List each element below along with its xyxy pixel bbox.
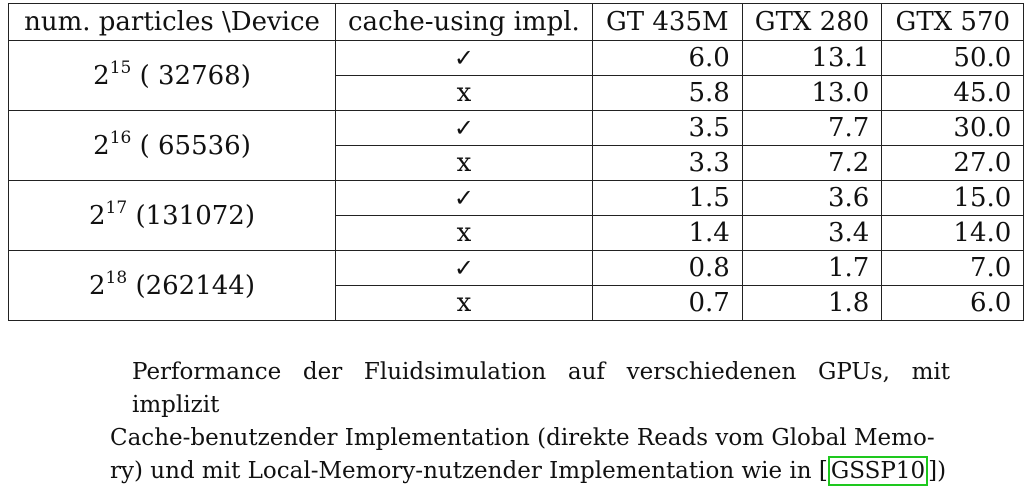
gt435m-cell: 0.8 bbox=[591, 250, 743, 286]
gtx570-cell: 7.0 bbox=[881, 250, 1025, 286]
citation-link-gssp10[interactable]: GSSP10 bbox=[827, 456, 929, 486]
gtx570-cell: 30.0 bbox=[881, 110, 1025, 146]
table-row: 217 (131072) ✓ 1.5 3.6 15.0 bbox=[8, 180, 1025, 251]
table-row: 216 ( 65536) ✓ 3.5 7.7 30.0 bbox=[8, 110, 1025, 181]
table-row: 218 (262144) ✓ 0.8 1.7 7.0 bbox=[8, 250, 1025, 321]
gt435m-cell: 6.0 bbox=[591, 40, 743, 76]
cache-impl-cell: x bbox=[335, 75, 593, 111]
header-gt435m: GT 435M bbox=[591, 3, 743, 41]
particle-count-cell: 218 (262144) bbox=[8, 250, 336, 321]
gtx570-cell: 50.0 bbox=[881, 40, 1025, 76]
cache-impl-cell: ✓ bbox=[335, 40, 593, 76]
gtx280-cell: 13.1 bbox=[741, 40, 883, 76]
performance-table: num. particles \Device cache-using impl.… bbox=[8, 3, 1025, 321]
gtx280-cell: 3.6 bbox=[741, 180, 883, 216]
particle-count-cell: 217 (131072) bbox=[8, 180, 336, 251]
gt435m-cell: 1.4 bbox=[591, 215, 743, 251]
gt435m-cell: 5.8 bbox=[591, 75, 743, 111]
gtx570-cell: 6.0 bbox=[881, 285, 1025, 321]
gt435m-cell: 1.5 bbox=[591, 180, 743, 216]
header-num-particles: num. particles \Device bbox=[8, 3, 336, 41]
table-row: 215 ( 32768) ✓ 6.0 13.1 50.0 bbox=[8, 40, 1025, 111]
gt435m-cell: 3.5 bbox=[591, 110, 743, 146]
gtx570-cell: 15.0 bbox=[881, 180, 1025, 216]
caption-line-3: ry) und mit Local-Memory-nutzender Imple… bbox=[110, 456, 947, 486]
particle-count-cell: 215 ( 32768) bbox=[8, 40, 336, 111]
cache-impl-cell: x bbox=[335, 145, 593, 181]
gtx280-cell: 7.2 bbox=[741, 145, 883, 181]
caption-line-1: Performance der Fluidsimulation auf vers… bbox=[132, 359, 950, 418]
table-header-row: num. particles \Device cache-using impl.… bbox=[8, 3, 1025, 41]
table-row: x 5.8 13.0 45.0 bbox=[9, 75, 1025, 111]
table-row: x 1.4 3.4 14.0 bbox=[9, 215, 1025, 251]
gtx570-cell: 14.0 bbox=[881, 215, 1025, 251]
cache-impl-cell: ✓ bbox=[335, 180, 593, 216]
gt435m-cell: 0.7 bbox=[591, 285, 743, 321]
header-gtx570: GTX 570 bbox=[881, 3, 1025, 41]
gtx280-cell: 13.0 bbox=[741, 75, 883, 111]
cache-impl-cell: x bbox=[335, 285, 593, 321]
header-gtx280: GTX 280 bbox=[741, 3, 883, 41]
table-caption: Performance der Fluidsimulation auf vers… bbox=[110, 356, 950, 488]
gtx570-cell: 45.0 bbox=[881, 75, 1025, 111]
gt435m-cell: 3.3 bbox=[591, 145, 743, 181]
caption-line-2: Cache-benutzender Implementation (direkt… bbox=[110, 425, 935, 451]
cache-impl-cell: ✓ bbox=[335, 110, 593, 146]
gtx570-cell: 27.0 bbox=[881, 145, 1025, 181]
header-cache-impl: cache-using impl. bbox=[335, 3, 593, 41]
gtx280-cell: 3.4 bbox=[741, 215, 883, 251]
gtx280-cell: 1.8 bbox=[741, 285, 883, 321]
cache-impl-cell: x bbox=[335, 215, 593, 251]
particle-count-cell: 216 ( 65536) bbox=[8, 110, 336, 181]
gtx280-cell: 7.7 bbox=[741, 110, 883, 146]
gtx280-cell: 1.7 bbox=[741, 250, 883, 286]
cache-impl-cell: ✓ bbox=[335, 250, 593, 286]
table-row: x 0.7 1.8 6.0 bbox=[9, 285, 1025, 321]
